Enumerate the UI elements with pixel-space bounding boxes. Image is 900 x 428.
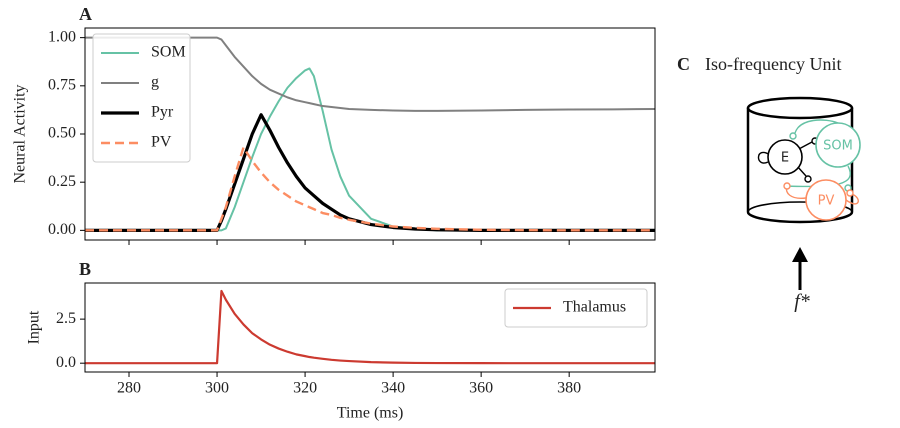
node-label: PV: [818, 194, 835, 209]
axes-frame: [84, 27, 656, 241]
series-line: [85, 36, 655, 112]
series-line: [85, 289, 655, 365]
node-label: E: [781, 151, 789, 166]
x-tick-label: 280: [117, 380, 141, 397]
node-label: SOM: [823, 139, 853, 154]
legend-box: [92, 33, 191, 163]
y-axis-label: Input: [26, 310, 43, 344]
plot-area: [85, 289, 655, 365]
node-e: [767, 139, 803, 175]
y-tick-label: 0.00: [48, 221, 76, 238]
node-pv: [805, 179, 847, 221]
connections: [757, 119, 859, 205]
x-tick-label: 360: [469, 380, 493, 397]
legend-label: Pyr: [151, 104, 174, 121]
legend-label: SOM: [151, 44, 186, 61]
panel-label: B: [79, 259, 91, 279]
y-tick-label: 0.75: [48, 76, 76, 93]
panel-label: C: [677, 54, 690, 74]
x-tick-label: 380: [557, 380, 581, 397]
x-axis-label: Time (ms): [337, 405, 404, 422]
legend-label: PV: [151, 134, 172, 151]
legend-box: [504, 288, 648, 328]
plot-area: [85, 36, 655, 232]
y-tick-label: 1.00: [48, 28, 76, 45]
y-tick-label: 0.50: [48, 125, 76, 142]
y-axis-label: Neural Activity: [12, 84, 29, 183]
series-line: [85, 113, 655, 232]
x-tick-label: 320: [293, 380, 317, 397]
axes-frame: [84, 282, 656, 373]
node-som: [815, 122, 861, 168]
series-line: [85, 146, 655, 232]
input-label: f*: [794, 291, 810, 313]
diagram: C Iso-frequency Unit E SOM PV f*: [677, 54, 861, 313]
y-tick-label: 0.0: [56, 354, 76, 371]
legend-label: g: [151, 74, 159, 91]
legend-label: Thalamus: [563, 299, 626, 316]
panel-label: A: [79, 4, 92, 24]
y-tick-label: 2.5: [56, 310, 76, 327]
x-tick-label: 340: [381, 380, 405, 397]
diagram-title: Iso-frequency Unit: [705, 54, 841, 74]
arrow-head: [792, 247, 808, 262]
x-tick-label: 300: [205, 380, 229, 397]
y-tick-label: 0.25: [48, 173, 76, 190]
